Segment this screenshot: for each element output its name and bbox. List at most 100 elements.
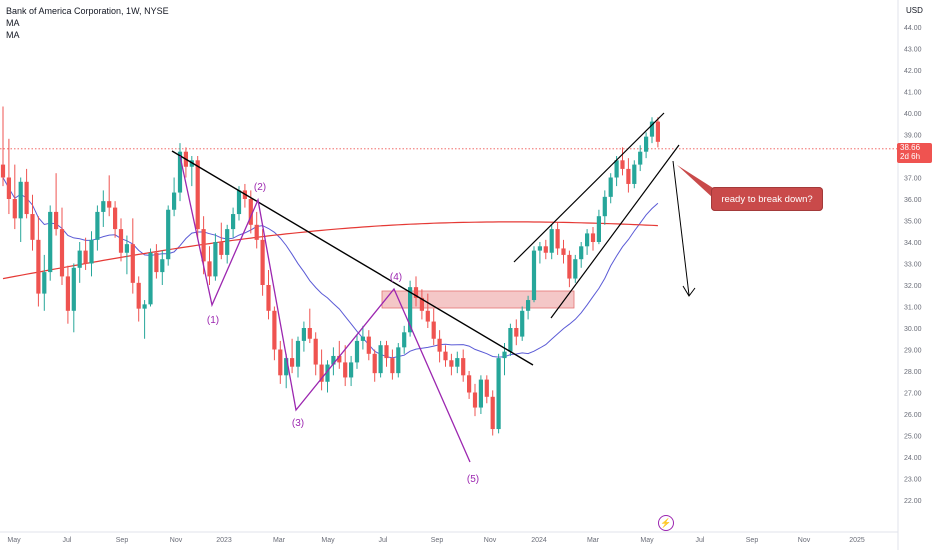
candle-body [142,304,147,309]
candle-body [213,242,218,277]
channel-lower-line [550,144,680,319]
candle-body [590,233,596,242]
candle-body [89,239,94,264]
candle-body [384,345,389,359]
candle-body [24,181,29,215]
x-tick-label: Jul [696,537,705,544]
candle-body [254,224,259,240]
candle-body [124,244,129,253]
candle-body [508,328,513,352]
candle-body [573,259,578,279]
price-axis-bg [898,0,932,550]
candle-body [437,338,442,352]
candle-body [390,358,395,374]
y-tick-label: 37.00 [904,176,922,183]
candle-body [496,358,501,430]
candle-body [160,259,165,273]
last-price-value: 38.66 [900,143,921,152]
candle-body [443,351,448,361]
candle-body [307,328,312,339]
candle-body [585,233,590,247]
candle-body [195,160,200,230]
candle-body [520,310,525,337]
chart-legend: Bank of America Corporation, 1W, NYSE MA… [6,5,169,41]
candle-body [172,192,177,210]
candle-body [614,160,619,178]
x-tick-label: Sep [746,537,759,544]
wave-label: (3) [292,418,304,429]
candle-body [18,181,23,219]
y-tick-label: 36.00 [904,197,922,204]
candle-body [360,336,365,341]
candle-body [231,214,236,230]
candle-body [177,151,183,193]
lightning-icon[interactable]: ⚡ [658,515,674,531]
ma-legend-2[interactable]: MA [6,30,20,40]
y-tick-label: 23.00 [904,477,922,484]
candle-body [101,201,106,212]
y-tick-label: 27.00 [904,391,922,398]
candle-body [431,321,436,339]
x-tick-label: Mar [587,537,600,544]
y-tick-label: 25.00 [904,434,922,441]
y-tick-label: 40.00 [904,111,922,118]
candle-body [543,246,548,253]
candle-body [402,332,407,348]
candle-body [331,355,336,365]
candle-body [413,287,419,298]
y-tick-label: 32.00 [904,283,922,290]
y-tick-label: 44.00 [904,25,922,32]
candle-body [531,250,537,301]
candle-body [6,177,11,199]
candles [0,106,660,436]
candle-body [419,297,424,311]
candle-body [65,276,70,311]
candle-body [225,229,230,255]
y-tick-label: 24.00 [904,455,922,462]
candle-body [354,340,360,363]
x-tick-label: Jul [379,537,388,544]
x-tick-label: 2024 [531,537,547,544]
y-tick-label: 39.00 [904,133,922,140]
x-tick-label: May [7,537,21,544]
candle-body [602,196,607,217]
ma-legend-1[interactable]: MA [6,18,20,28]
candle-body [337,355,342,363]
candle-body [644,136,649,152]
candle-body [526,300,531,311]
candle-body [561,248,566,255]
candle-body [290,358,295,367]
candle-body [83,250,88,264]
candle-body [455,358,460,367]
currency-label[interactable]: USD [906,6,923,15]
candle-body [148,252,153,305]
candle-body [130,244,135,283]
candle-body [461,358,466,376]
candle-body [295,340,301,367]
candle-body [408,287,413,333]
last-price-tag: 38.66 2d 6h [897,143,932,163]
candle-body [313,338,318,365]
y-tick-label: 29.00 [904,348,922,355]
candle-body [30,214,35,240]
callout-note[interactable]: ready to break down? [711,187,823,211]
candle-body [219,242,224,255]
candle-body [325,364,330,382]
candle-body [378,345,383,374]
x-tick-label: Nov [798,537,811,544]
candle-body [236,190,242,215]
candle-body [284,358,289,376]
y-tick-label: 28.00 [904,369,922,376]
candle-body [12,199,17,219]
y-tick-label: 30.00 [904,326,922,333]
candle-body [632,164,637,184]
y-tick-label: 22.00 [904,498,922,505]
candle-body [0,164,6,178]
candle-body [319,364,324,382]
candle-body [54,211,59,230]
candle-body [260,239,265,285]
symbol-title: Bank of America Corporation, 1W, NYSE [6,6,169,16]
candle-body [113,207,118,230]
candle-body [107,201,112,208]
